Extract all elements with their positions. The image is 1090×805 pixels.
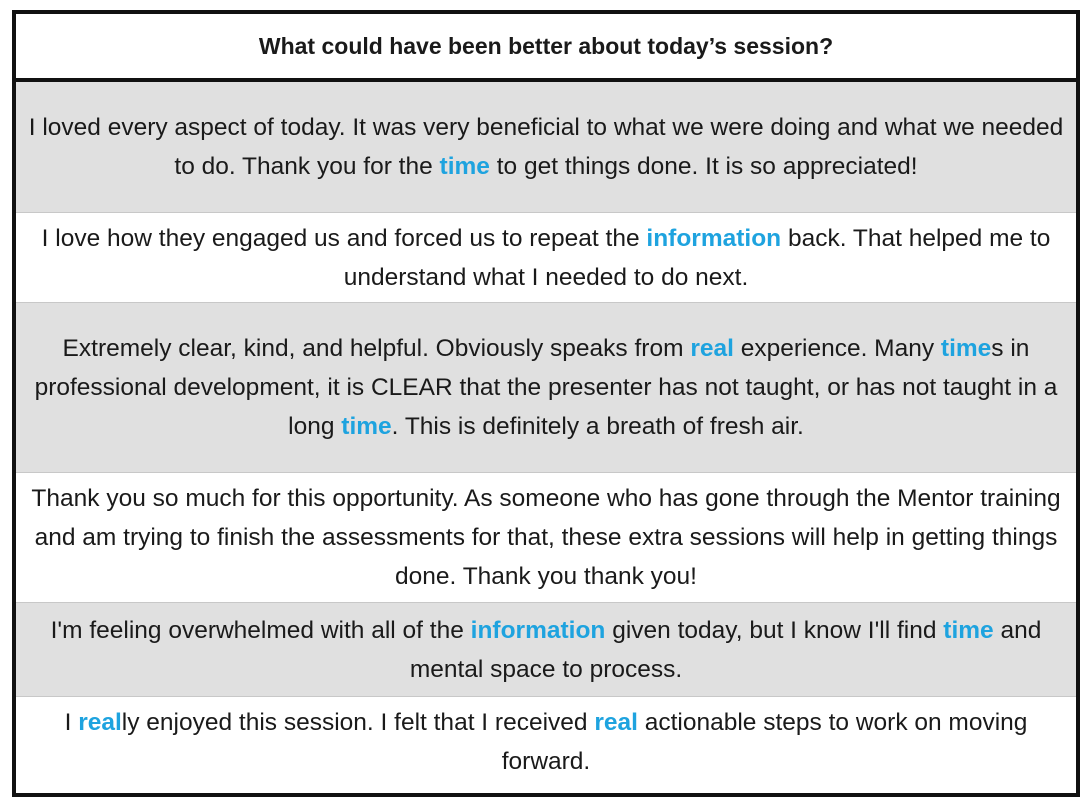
highlighted-keyword: time bbox=[943, 616, 994, 644]
table-row: I'm feeling overwhelmed with all of the … bbox=[16, 603, 1076, 697]
response-segment: given today, but I know I'll find bbox=[605, 616, 944, 644]
response-segment: I loved every aspect of today. It was ve… bbox=[28, 114, 1064, 180]
feedback-table: What could have been better about today’… bbox=[12, 10, 1080, 797]
table-row: Thank you so much for this opportunity. … bbox=[16, 473, 1076, 603]
response-segment: and mental space to process. bbox=[409, 616, 1042, 683]
highlighted-keyword: real bbox=[594, 709, 638, 736]
highlighted-keyword: real bbox=[690, 335, 734, 362]
response-text: I loved every aspect of today. It was ve… bbox=[26, 108, 1066, 186]
response-text: Thank you so much for this opportunity. … bbox=[26, 479, 1066, 596]
response-segment: ly enjoyed this session. I felt that I r… bbox=[121, 709, 595, 736]
response-segment: s in professional development, it is CLE… bbox=[34, 335, 1058, 440]
response-segment: experience. Many bbox=[733, 335, 941, 362]
response-text: I'm feeling overwhelmed with all of the … bbox=[26, 611, 1066, 689]
highlighted-keyword: time bbox=[439, 153, 490, 180]
highlighted-keyword: information bbox=[470, 616, 606, 644]
response-segment: . This is definitely a breath of fresh a… bbox=[391, 413, 804, 440]
table-header: What could have been better about today’… bbox=[16, 14, 1076, 82]
response-segment: back. That helped me to understand what … bbox=[343, 224, 1051, 291]
highlighted-keyword: time bbox=[940, 335, 992, 362]
highlighted-keyword: real bbox=[78, 709, 122, 736]
table-row: I loved every aspect of today. It was ve… bbox=[16, 82, 1076, 213]
highlighted-keyword: time bbox=[341, 413, 392, 440]
response-text: I really enjoyed this session. I felt th… bbox=[26, 703, 1066, 781]
response-segment: I bbox=[64, 709, 79, 736]
table-row: Extremely clear, kind, and helpful. Obvi… bbox=[16, 303, 1076, 473]
response-segment: to get things done. It is so appreciated… bbox=[489, 153, 918, 180]
response-text: Extremely clear, kind, and helpful. Obvi… bbox=[26, 329, 1066, 446]
response-segment: I'm feeling overwhelmed with all of the bbox=[50, 616, 471, 644]
response-segment: I love how they engaged us and forced us… bbox=[41, 224, 647, 252]
response-segment: actionable steps to work on moving forwa… bbox=[501, 709, 1028, 775]
response-rows: I loved every aspect of today. It was ve… bbox=[16, 82, 1076, 793]
response-segment: Thank you so much for this opportunity. … bbox=[31, 485, 1061, 590]
highlighted-keyword: information bbox=[646, 224, 782, 252]
table-row: I really enjoyed this session. I felt th… bbox=[16, 697, 1076, 787]
response-text: I love how they engaged us and forced us… bbox=[26, 219, 1066, 297]
question-title: What could have been better about today’… bbox=[258, 32, 834, 59]
table-row: I love how they engaged us and forced us… bbox=[16, 213, 1076, 303]
response-segment: Extremely clear, kind, and helpful. Obvi… bbox=[62, 335, 691, 362]
